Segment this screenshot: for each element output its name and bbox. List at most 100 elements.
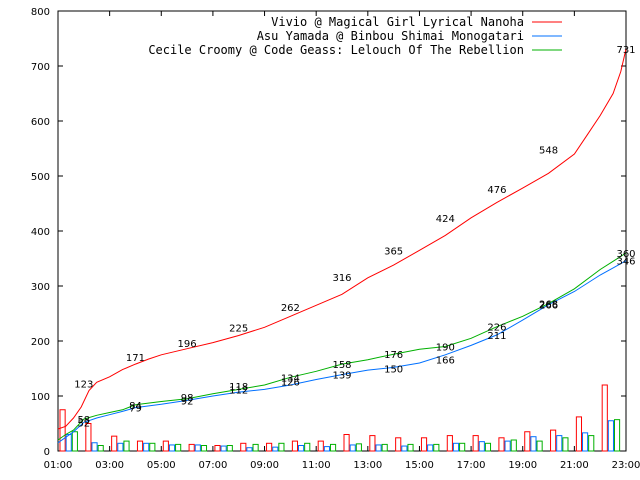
hourly-bar (323, 446, 330, 452)
data-label: 139 (332, 371, 351, 382)
hourly-bar (510, 439, 517, 452)
x-tick-label: 07:00 (198, 460, 227, 471)
data-label: 158 (332, 360, 351, 371)
legend-entry-label: Vivio @ Magical Girl Lyrical Nanoha (271, 15, 524, 29)
hourly-bar (214, 445, 221, 452)
data-label: 84 (129, 401, 142, 412)
hourly-bar (452, 442, 460, 452)
hourly-bar (407, 443, 414, 452)
data-label: 126 (281, 378, 300, 389)
y-tick-label: 800 (31, 7, 50, 18)
y-tick-label: 300 (31, 282, 50, 293)
data-label: 98 (181, 393, 194, 404)
hourly-bar (343, 434, 350, 452)
hourly-bar (220, 445, 227, 452)
x-tick-label: 03:00 (95, 460, 124, 471)
hourly-bar (472, 435, 479, 452)
hourly-bar (550, 429, 557, 452)
hourly-bar (601, 384, 608, 452)
hourly-bar (536, 440, 543, 452)
hourly-bar (272, 446, 279, 452)
hourly-bar (317, 440, 324, 452)
hourly-bar (588, 435, 595, 452)
hourly-bar (607, 420, 614, 452)
data-label: 548 (539, 146, 558, 157)
y-tick-label: 200 (31, 337, 50, 348)
data-label: 52 (77, 418, 90, 429)
y-tick-label: 100 (31, 392, 50, 403)
hourly-bar (65, 434, 72, 452)
x-tick-label: 11:00 (302, 460, 331, 471)
series-line (57, 252, 627, 441)
hourly-bar (524, 431, 531, 452)
hourly-bar (446, 435, 453, 452)
hourly-bar (349, 444, 356, 452)
hourly-bar (162, 440, 169, 452)
legend-entry-label: Asu Yamada @ Binbou Shimai Monogatari (257, 29, 524, 43)
data-label: 166 (436, 356, 455, 367)
x-tick-label: 01:00 (44, 460, 73, 471)
y-tick-label: 500 (31, 172, 50, 183)
hourly-bar (266, 442, 273, 452)
hourly-bar (613, 419, 621, 452)
data-label: 316 (332, 273, 351, 284)
x-axis: 01:00 03:00 05:00 07:00 09:00 11:00 13:00 15:00… (44, 11, 640, 471)
data-label: 424 (436, 214, 455, 225)
hourly-bar (136, 440, 144, 452)
hourly-bar (252, 443, 259, 452)
hourly-bar (575, 416, 583, 452)
x-tick-label: 05:00 (147, 460, 176, 471)
hourly-bar (226, 445, 233, 452)
data-label: 731 (616, 45, 635, 56)
x-tick-label: 19:00 (508, 460, 537, 471)
hourly-bar (111, 435, 118, 452)
hourly-bar (433, 443, 440, 452)
hourly-bar (530, 436, 537, 452)
data-label: 365 (384, 246, 403, 257)
data-label: 112 (229, 385, 248, 396)
hourly-bar (401, 445, 408, 452)
data-label: 196 (178, 339, 197, 350)
data-label: 226 (487, 323, 506, 334)
hourly-bar (97, 445, 104, 452)
data-label: 58 (77, 415, 90, 426)
series-line (57, 260, 627, 444)
x-tick-label: 23:00 (612, 460, 640, 471)
hourly-bar (143, 442, 150, 452)
data-label: 176 (384, 350, 403, 361)
hourly-bar (194, 444, 201, 452)
y-axis: 0 100 200 300 400 500 600 700 800 (31, 7, 626, 458)
hourly-bar (291, 440, 299, 452)
hourly-bar (298, 445, 305, 452)
hourly-bar (556, 435, 563, 452)
hourly-bar (355, 443, 362, 452)
hourly-bar (498, 437, 505, 452)
hourly-bar (168, 444, 176, 452)
y-tick-label: 700 (31, 62, 50, 73)
data-label: 150 (384, 365, 403, 376)
data-label: 225 (229, 323, 248, 334)
x-tick-label: 15:00 (405, 460, 434, 471)
hourly-bar (369, 435, 376, 452)
hourly-bar (582, 432, 589, 452)
series-lines (57, 48, 627, 444)
x-tick-label: 17:00 (457, 460, 486, 471)
x-tick-label: 13:00 (353, 460, 382, 471)
hourly-bar (504, 440, 511, 452)
hourly-bar (375, 444, 382, 452)
x-tick-label: 21:00 (560, 460, 589, 471)
y-tick-label: 0 (44, 447, 50, 458)
hourly-bar (117, 442, 124, 452)
hourly-bar (149, 442, 156, 452)
hourly-bar (381, 443, 388, 452)
data-label: 190 (436, 343, 455, 354)
data-label: 134 (281, 373, 300, 384)
hourly-bar (240, 442, 247, 452)
hourly-bar (459, 442, 466, 452)
hourly-bar (200, 445, 208, 452)
data-label: 268 (539, 300, 558, 311)
data-label: 171 (126, 353, 145, 364)
hourly-bar (91, 442, 98, 452)
data-label: 79 (129, 404, 142, 415)
